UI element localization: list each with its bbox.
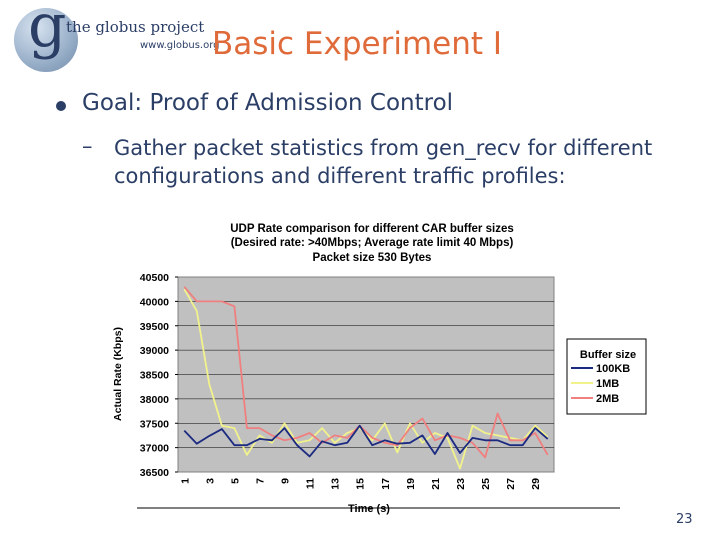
chart-subtitle-2: Packet size 530 Bytes [313, 252, 432, 264]
y-tick-label: 38000 [140, 394, 169, 406]
x-tick-label: 29 [530, 478, 542, 490]
x-tick-label: 15 [355, 478, 367, 490]
y-tick-label: 40000 [140, 296, 169, 308]
globe-icon [14, 8, 78, 72]
y-tick-label: 39000 [140, 345, 169, 357]
y-tick-label: 38500 [140, 370, 169, 382]
page-number: 23 [676, 512, 693, 527]
x-tick-label: 5 [229, 478, 241, 484]
bullet-goal: Goal: Proof of Admission Control [82, 90, 454, 116]
y-tick-label: 37500 [140, 418, 169, 430]
series-lines [183, 286, 549, 470]
x-tick-label: 1 [179, 478, 191, 484]
x-tick-label: 25 [480, 478, 492, 490]
legend-entries: 100KB 1MB 2MB [571, 363, 630, 405]
x-tick-label: 23 [455, 478, 467, 490]
y-tick-labels: 36500 37000 37500 38000 38500 39000 39500 40000… [140, 272, 178, 479]
x-tick-label: 9 [280, 478, 292, 484]
logo-url: www.globus.org [140, 40, 220, 51]
legend-box [566, 338, 647, 415]
legend-label: 1MB [596, 378, 619, 390]
logo-glyph: g [28, 0, 67, 61]
x-tick-label: 21 [430, 478, 442, 490]
legend-title: Buffer size [580, 349, 636, 361]
logo-name: the globus project [66, 18, 205, 36]
y-tick-label: 39500 [140, 321, 169, 333]
x-tick-label: 11 [305, 478, 317, 489]
series-line-2mb [183, 286, 549, 459]
chart-subtitle: (Desired rate: >40Mbps; Average rate lim… [231, 237, 514, 249]
y-axis-label: Actual Rate (Kbps) [112, 327, 124, 421]
x-tick-label: 3 [204, 478, 216, 484]
sub-bullet-gather: Gather packet statistics from gen_recv f… [114, 136, 653, 188]
x-tick-labels: 1 3 5 7 9 11 13 15 17 19 21 23 25 27 29 [179, 478, 542, 490]
bullet-dot-icon [56, 101, 66, 111]
globus-logo: g the globus project www.globus.org [14, 0, 224, 76]
series-line-100kb [183, 424, 549, 458]
grid-lines [178, 301, 554, 448]
x-tick-label: 27 [505, 478, 517, 490]
legend-label: 100KB [596, 363, 630, 375]
x-tick-label: 13 [330, 478, 342, 490]
x-axis-label: Time (s) [348, 503, 390, 515]
sub-bullet-dash: – [82, 134, 93, 158]
chart-title: UDP Rate comparison for different CAR bu… [230, 223, 514, 235]
x-tick-label: 7 [254, 478, 266, 484]
x-tick-label: 19 [405, 478, 417, 490]
slide-title: Basic Experiment I [212, 26, 503, 62]
legend-label: 2MB [596, 393, 619, 405]
y-tick-label: 36500 [140, 467, 169, 479]
y-tick-label: 40500 [140, 272, 169, 284]
y-tick-label: 37000 [140, 443, 169, 455]
x-tick-label: 17 [380, 478, 392, 490]
